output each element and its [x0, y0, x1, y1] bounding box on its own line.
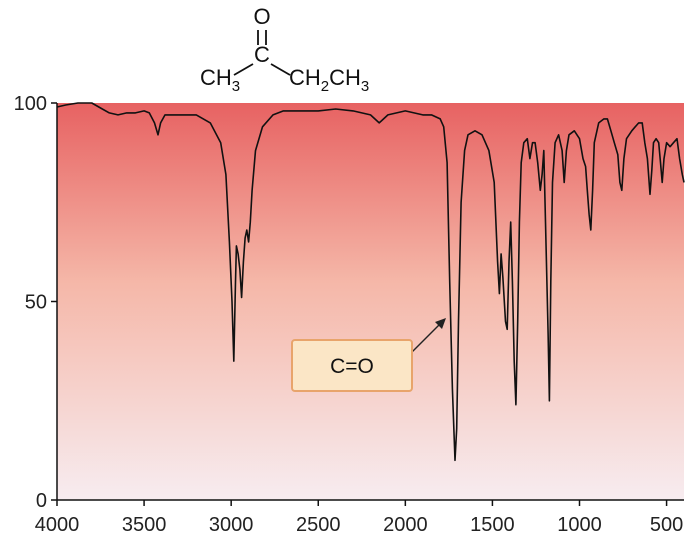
- x-tick-label: 3000: [209, 514, 254, 536]
- left-methyl-sub: 3: [232, 78, 240, 95]
- left-methyl-main: CH: [200, 65, 232, 90]
- x-tick-label: 1500: [470, 514, 515, 536]
- x-tick-label: 2500: [296, 514, 341, 536]
- x-tick-label: 3500: [122, 514, 167, 536]
- x-tick-label: 2000: [383, 514, 428, 536]
- oxygen-atom: O: [253, 4, 270, 29]
- x-tick-label: 4000: [35, 514, 80, 536]
- carbonyl-annotation: C=O: [291, 318, 446, 392]
- molecule-structure: O C CH3 CH2CH3: [200, 4, 369, 95]
- annotation-label: C=O: [330, 355, 374, 378]
- y-tick-label: 100: [14, 93, 47, 115]
- annotation-label-box: [291, 339, 413, 392]
- right-methylene-main: CH: [289, 65, 321, 90]
- x-axis: 4000 3500 3000 2500 2000 1500 1000 500: [35, 500, 683, 536]
- carbonyl-carbon: C: [254, 42, 270, 67]
- plot-area: [57, 103, 684, 500]
- y-axis: 0 50 100: [14, 93, 57, 512]
- x-tick-label: 1000: [557, 514, 602, 536]
- x-tick-label: 500: [650, 514, 683, 536]
- annotation-arrow: [411, 322, 442, 353]
- y-tick-label: 0: [36, 490, 47, 512]
- left-methyl-group: CH3: [200, 65, 240, 95]
- right-methyl-main: CH: [329, 65, 361, 90]
- right-methylene-sub: 2: [321, 78, 329, 95]
- annotation-arrowhead: [435, 318, 446, 329]
- right-ethyl-group: CH2CH3: [289, 65, 369, 95]
- right-bond: [270, 63, 291, 76]
- y-tick-label: 50: [25, 292, 47, 314]
- right-methyl-sub: 3: [361, 78, 369, 95]
- spectrum-trace: [56, 102, 685, 462]
- left-bond: [233, 63, 254, 76]
